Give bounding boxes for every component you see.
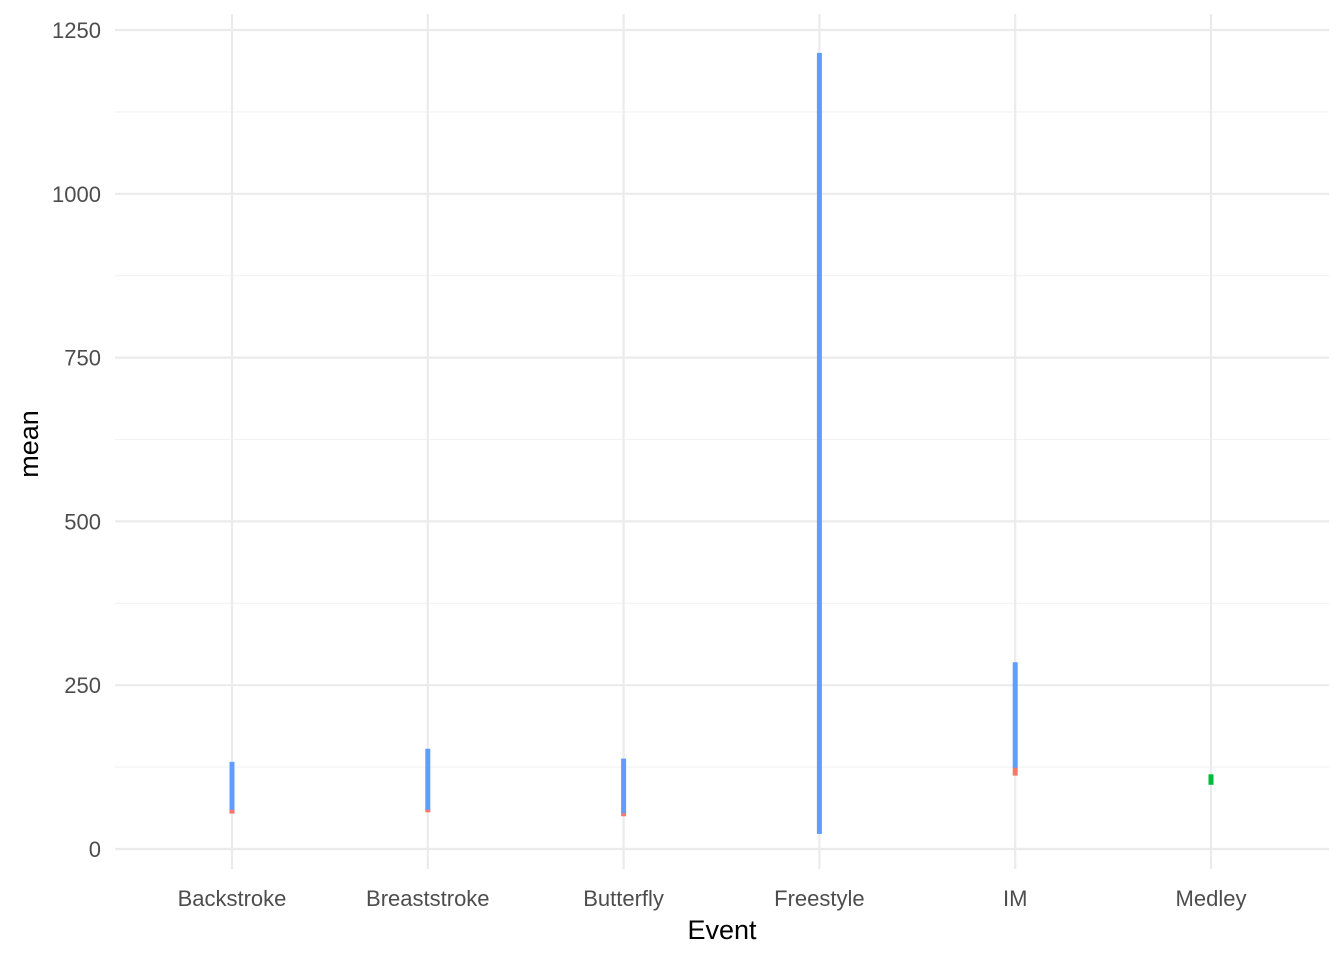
x-tick-label: Backstroke [178,886,287,911]
range-bar-breaststroke [425,748,431,810]
range-bar-backstroke [229,808,235,814]
range-bar-im [1012,766,1018,776]
range-bar-butterfly [621,811,627,817]
x-axis-title: Event [687,915,757,945]
x-tick-label: Butterfly [583,886,664,911]
y-tick-label: 250 [64,673,101,698]
y-tick-label: 750 [64,346,101,371]
range-bar-breaststroke [425,808,431,813]
x-tick-label: Freestyle [774,886,864,911]
range-bar-medley [1208,774,1214,785]
range-bar-butterfly [621,758,627,813]
range-bar-freestyle [816,52,822,834]
x-tick-label: Breaststroke [366,886,490,911]
grid [115,14,1329,869]
range-marks [229,52,1214,834]
y-axis-title: mean [14,410,44,478]
range-bar-im [1012,662,1018,768]
y-tick-label: 0 [89,837,101,862]
y-axis-ticks: 0 250 500 750 1000 1250 [52,18,101,862]
y-tick-label: 1000 [52,182,101,207]
range-bar-backstroke [229,761,235,810]
x-tick-label: IM [1003,886,1027,911]
x-axis-ticks: Backstroke Breaststroke Butterfly Freestyle… [178,886,1247,911]
x-tick-label: Medley [1176,886,1247,911]
y-tick-label: 500 [64,509,101,534]
y-tick-label: 1250 [52,18,101,43]
